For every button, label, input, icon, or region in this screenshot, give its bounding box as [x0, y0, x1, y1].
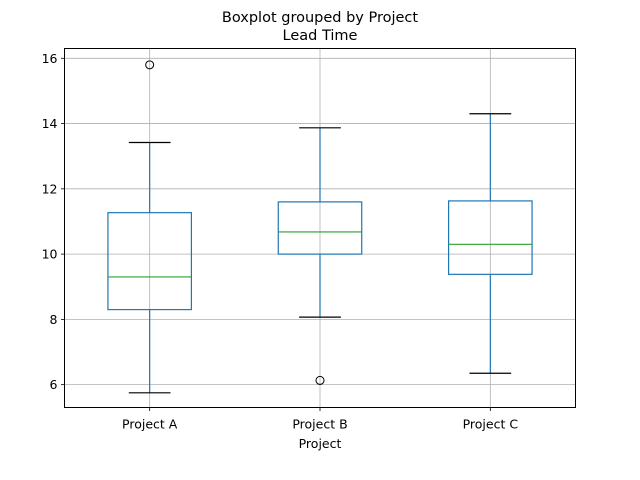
- box: [107, 212, 192, 311]
- chart-subtitle: Lead Time: [283, 28, 358, 44]
- x-tick-label: Project B: [292, 417, 347, 432]
- box: [277, 201, 363, 255]
- y-tick-label: 6: [50, 377, 58, 392]
- x-axis-label: Project: [299, 436, 342, 451]
- outlier-point: [315, 375, 325, 385]
- box-group: [277, 127, 363, 385]
- y-tick-label: 8: [50, 312, 58, 327]
- x-axis: Project A Project B Project C: [122, 407, 519, 432]
- x-tick-label: Project A: [122, 417, 178, 432]
- box: [448, 200, 533, 275]
- y-tick-label: 14: [42, 116, 58, 131]
- box-series: [107, 60, 533, 394]
- grid-lines: [64, 48, 576, 408]
- outlier-point: [145, 60, 155, 70]
- y-tick-label: 10: [42, 247, 58, 262]
- chart-title: Boxplot grouped by Project: [222, 10, 419, 26]
- y-axis: 6 8 10 12 14 16: [42, 51, 65, 392]
- box-group: [107, 60, 192, 394]
- x-tick-label: Project C: [463, 417, 519, 432]
- y-tick-label: 12: [42, 181, 58, 196]
- y-tick-label: 16: [42, 51, 58, 66]
- box-group: [448, 113, 533, 374]
